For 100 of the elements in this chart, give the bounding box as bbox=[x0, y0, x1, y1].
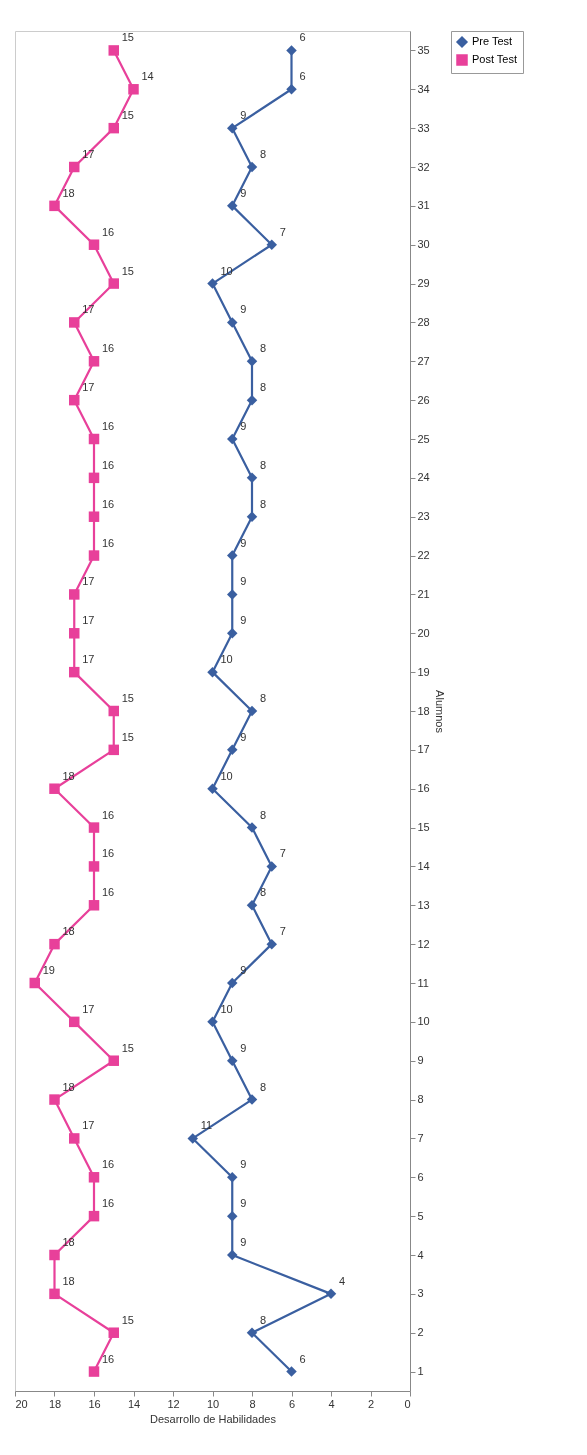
data-label: 8 bbox=[260, 497, 267, 510]
data-label: 16 bbox=[102, 1158, 115, 1171]
data-label: 15 bbox=[121, 31, 134, 44]
point bbox=[227, 550, 238, 561]
point bbox=[227, 317, 238, 328]
point bbox=[266, 938, 277, 950]
data-label: 17 bbox=[82, 614, 95, 627]
x-tick-label: 18 bbox=[48, 1397, 62, 1410]
point bbox=[227, 977, 238, 989]
data-label: 8 bbox=[260, 342, 267, 355]
point bbox=[227, 122, 238, 134]
point bbox=[88, 900, 100, 911]
data-label: 16 bbox=[102, 1352, 115, 1365]
point bbox=[108, 1055, 119, 1066]
point bbox=[88, 511, 100, 522]
point bbox=[246, 900, 258, 911]
y-tick-label: 32 bbox=[417, 160, 430, 173]
point bbox=[69, 161, 80, 173]
data-label: 6 bbox=[299, 31, 306, 44]
data-label: 8 bbox=[260, 458, 267, 471]
data-label: 16 bbox=[102, 886, 115, 899]
data-label: 9 bbox=[240, 1041, 247, 1054]
y-tick-label: 25 bbox=[417, 432, 430, 445]
y-tick-label: 33 bbox=[417, 121, 430, 134]
data-label: 16 bbox=[102, 497, 115, 510]
point bbox=[69, 1133, 80, 1144]
y-tick-label: 9 bbox=[417, 1054, 424, 1067]
data-label: 7 bbox=[279, 925, 286, 938]
x-axis-title: Desarrollo de Habilidades bbox=[150, 1412, 277, 1425]
data-label: 17 bbox=[82, 653, 95, 666]
data-label: 19 bbox=[42, 964, 55, 976]
data-label: 10 bbox=[220, 769, 233, 782]
y-tick-label: 4 bbox=[417, 1248, 424, 1261]
data-label: 8 bbox=[260, 886, 267, 899]
data-label: 15 bbox=[121, 692, 134, 704]
data-label: 9 bbox=[240, 420, 247, 432]
data-label: 16 bbox=[102, 1197, 115, 1210]
data-label: 14 bbox=[141, 70, 154, 83]
x-tick-label: 4 bbox=[328, 1397, 335, 1410]
data-label: 17 bbox=[82, 1119, 95, 1132]
y-axis-title: Alumnos bbox=[433, 690, 446, 734]
point bbox=[88, 1172, 100, 1183]
point bbox=[266, 861, 277, 872]
data-label: 4 bbox=[339, 1274, 346, 1287]
y-tick-label: 2 bbox=[417, 1326, 424, 1339]
point bbox=[286, 45, 297, 56]
point bbox=[88, 822, 100, 833]
point bbox=[108, 278, 119, 289]
data-label: 9 bbox=[240, 730, 247, 743]
legend-label: Post Test bbox=[472, 53, 518, 65]
x-tick-label: 8 bbox=[249, 1397, 256, 1410]
data-label: 18 bbox=[62, 1080, 75, 1093]
data-label: 7 bbox=[279, 225, 286, 238]
y-tick-label: 29 bbox=[417, 277, 430, 290]
y-tick-label: 5 bbox=[417, 1209, 424, 1222]
data-label: 16 bbox=[102, 225, 115, 238]
y-tick-label: 34 bbox=[417, 82, 430, 95]
data-label: 9 bbox=[240, 109, 247, 122]
y-tick-label: 16 bbox=[417, 782, 430, 795]
point bbox=[108, 705, 119, 717]
y-tick-label: 17 bbox=[417, 743, 430, 756]
data-label: 16 bbox=[102, 420, 115, 432]
point bbox=[88, 239, 100, 250]
data-label: 9 bbox=[240, 614, 247, 627]
data-label: 16 bbox=[102, 808, 115, 821]
data-label: 11 bbox=[200, 1119, 213, 1132]
point bbox=[187, 1133, 198, 1144]
y-tick-label: 18 bbox=[417, 704, 430, 717]
y-tick-label: 20 bbox=[417, 626, 430, 639]
data-label: 16 bbox=[102, 847, 115, 860]
x-tick-label: 14 bbox=[127, 1397, 141, 1410]
data-label: 15 bbox=[121, 730, 134, 743]
point bbox=[207, 278, 218, 289]
point bbox=[49, 1094, 60, 1105]
point bbox=[286, 84, 297, 95]
point bbox=[49, 1288, 60, 1300]
data-label: 16 bbox=[102, 342, 115, 355]
point bbox=[227, 589, 238, 600]
y-tick-label: 27 bbox=[417, 354, 430, 367]
point bbox=[246, 161, 258, 173]
data-label: 16 bbox=[102, 536, 115, 549]
y-tick-label: 31 bbox=[417, 199, 430, 212]
y-tick-label: 6 bbox=[417, 1170, 424, 1183]
data-label: 9 bbox=[240, 1197, 247, 1210]
data-label: 18 bbox=[62, 186, 75, 199]
point bbox=[108, 744, 119, 756]
data-label: 7 bbox=[279, 847, 286, 860]
data-label: 9 bbox=[240, 536, 247, 549]
y-tick-label: 19 bbox=[417, 665, 430, 678]
point bbox=[69, 589, 80, 600]
data-label: 16 bbox=[102, 458, 115, 471]
y-tick-label: 1 bbox=[417, 1365, 424, 1378]
point bbox=[108, 45, 119, 56]
y-tick-label: 14 bbox=[417, 859, 430, 872]
data-label: 8 bbox=[260, 808, 267, 821]
y-tick-label: 15 bbox=[417, 821, 430, 834]
data-label: 8 bbox=[260, 692, 267, 704]
data-label: 8 bbox=[260, 148, 267, 160]
x-tick-label: 12 bbox=[167, 1397, 180, 1410]
y-tick-label: 35 bbox=[417, 43, 430, 56]
